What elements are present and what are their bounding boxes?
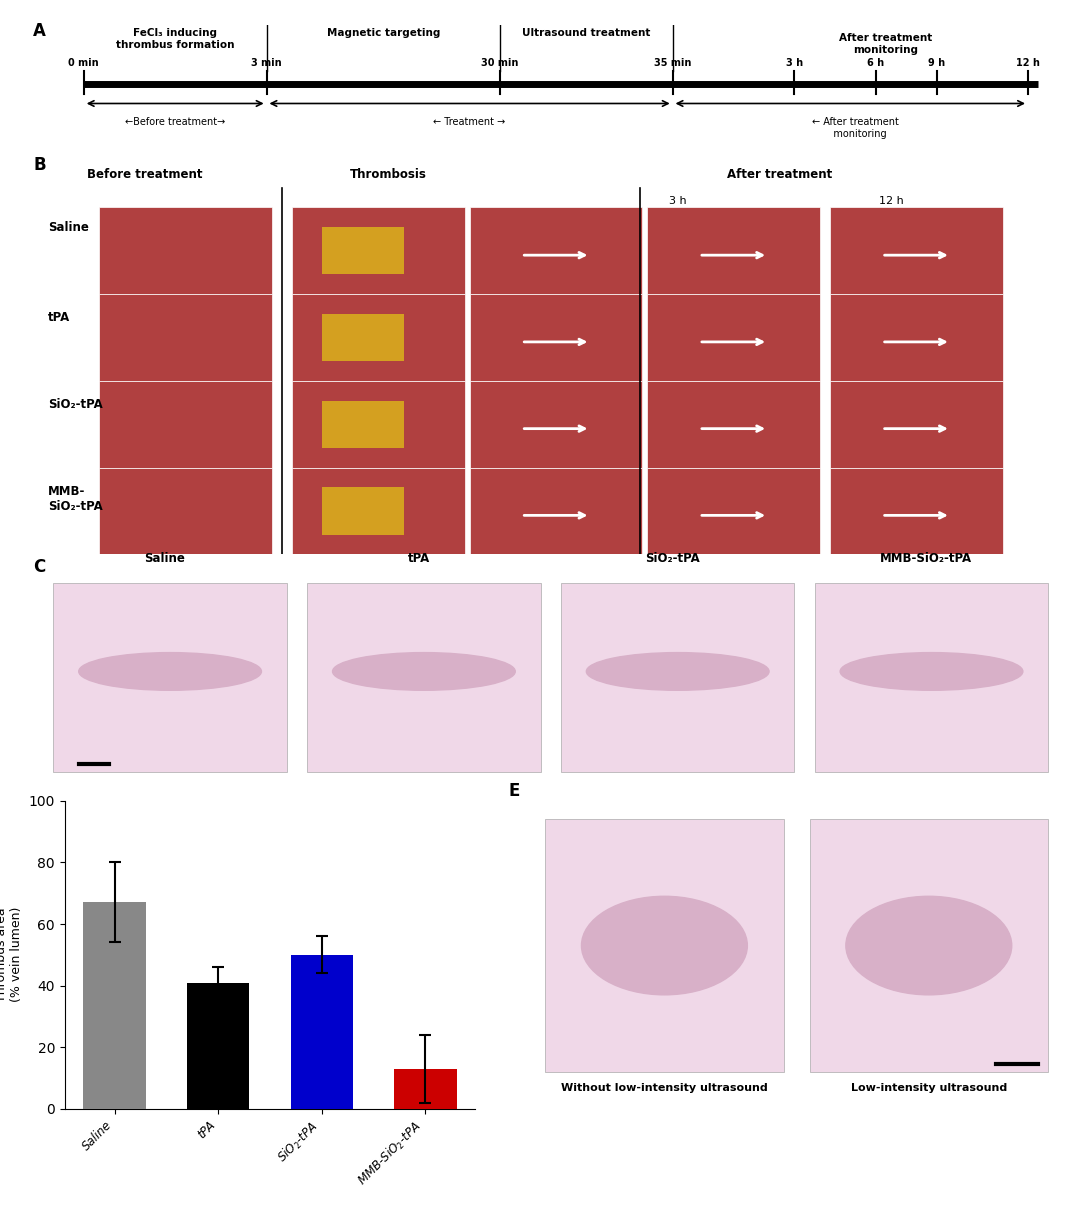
FancyBboxPatch shape bbox=[647, 294, 820, 381]
Text: tPA: tPA bbox=[49, 312, 70, 324]
FancyBboxPatch shape bbox=[322, 488, 404, 535]
Circle shape bbox=[333, 653, 515, 690]
Text: A: A bbox=[33, 22, 46, 41]
Circle shape bbox=[840, 653, 1023, 690]
Text: Before treatment: Before treatment bbox=[87, 168, 202, 181]
FancyBboxPatch shape bbox=[470, 381, 643, 468]
Text: 9 h: 9 h bbox=[928, 58, 945, 68]
FancyBboxPatch shape bbox=[814, 584, 1049, 772]
Text: ←Before treatment→: ←Before treatment→ bbox=[125, 117, 226, 127]
Text: Low-intensity ultrasound: Low-intensity ultrasound bbox=[851, 1083, 1007, 1094]
FancyBboxPatch shape bbox=[647, 468, 820, 554]
Text: 3 h: 3 h bbox=[786, 58, 804, 68]
FancyBboxPatch shape bbox=[470, 207, 643, 294]
Bar bbox=[394, 1068, 457, 1109]
FancyBboxPatch shape bbox=[470, 294, 643, 381]
Text: 12 h: 12 h bbox=[878, 196, 903, 206]
Y-axis label: Thrombus area
(% vein lumen): Thrombus area (% vein lumen) bbox=[0, 907, 23, 1003]
FancyBboxPatch shape bbox=[561, 584, 795, 772]
Text: Magnetic targeting: Magnetic targeting bbox=[326, 28, 440, 38]
FancyBboxPatch shape bbox=[292, 381, 464, 468]
FancyBboxPatch shape bbox=[322, 400, 404, 448]
Bar bbox=[83, 902, 146, 1109]
Text: 3 h: 3 h bbox=[669, 196, 687, 206]
Text: 30 min: 30 min bbox=[482, 58, 518, 68]
Bar bbox=[187, 983, 249, 1109]
Text: After treatment: After treatment bbox=[727, 168, 832, 181]
FancyBboxPatch shape bbox=[99, 207, 272, 294]
Text: MMB-SiO₂-tPA: MMB-SiO₂-tPA bbox=[880, 552, 972, 564]
FancyBboxPatch shape bbox=[292, 294, 464, 381]
FancyBboxPatch shape bbox=[647, 207, 820, 294]
Text: tPA: tPA bbox=[407, 552, 430, 564]
Text: ← After treatment
   monitoring: ← After treatment monitoring bbox=[812, 117, 899, 139]
Text: E: E bbox=[509, 782, 521, 801]
FancyBboxPatch shape bbox=[292, 468, 464, 554]
FancyBboxPatch shape bbox=[647, 381, 820, 468]
Text: ← Treatment →: ← Treatment → bbox=[433, 117, 505, 127]
Text: B: B bbox=[33, 156, 45, 174]
FancyBboxPatch shape bbox=[53, 584, 287, 772]
FancyBboxPatch shape bbox=[470, 468, 643, 554]
Circle shape bbox=[581, 897, 747, 995]
Circle shape bbox=[79, 653, 261, 690]
FancyBboxPatch shape bbox=[307, 584, 541, 772]
FancyBboxPatch shape bbox=[292, 207, 464, 294]
Text: C: C bbox=[33, 558, 45, 577]
FancyBboxPatch shape bbox=[545, 819, 784, 1072]
Text: 3 min: 3 min bbox=[252, 58, 282, 68]
FancyBboxPatch shape bbox=[322, 227, 404, 275]
Text: MMB-
SiO₂-tPA: MMB- SiO₂-tPA bbox=[49, 485, 103, 514]
Text: FeCl₃ inducing
thrombus formation: FeCl₃ inducing thrombus formation bbox=[116, 28, 234, 51]
Text: 0 min: 0 min bbox=[68, 58, 99, 68]
FancyBboxPatch shape bbox=[810, 819, 1048, 1072]
FancyBboxPatch shape bbox=[99, 381, 272, 468]
FancyBboxPatch shape bbox=[831, 294, 1002, 381]
Text: SiO₂-tPA: SiO₂-tPA bbox=[645, 552, 700, 564]
FancyBboxPatch shape bbox=[831, 381, 1002, 468]
Bar bbox=[291, 955, 353, 1109]
Text: After treatment
monitoring: After treatment monitoring bbox=[839, 33, 932, 55]
Text: 35 min: 35 min bbox=[653, 58, 691, 68]
Text: SiO₂-tPA: SiO₂-tPA bbox=[49, 398, 103, 411]
FancyBboxPatch shape bbox=[99, 294, 272, 381]
Circle shape bbox=[846, 897, 1012, 995]
Text: Ultrasound treatment: Ultrasound treatment bbox=[522, 28, 650, 38]
FancyBboxPatch shape bbox=[831, 207, 1002, 294]
Text: Thrombosis: Thrombosis bbox=[350, 168, 427, 181]
Text: 12 h: 12 h bbox=[1016, 58, 1040, 68]
FancyBboxPatch shape bbox=[322, 314, 404, 361]
FancyBboxPatch shape bbox=[99, 468, 272, 554]
Text: Saline: Saline bbox=[145, 552, 186, 564]
Text: Without low-intensity ultrasound: Without low-intensity ultrasound bbox=[561, 1083, 768, 1094]
Text: Saline: Saline bbox=[49, 221, 90, 234]
Circle shape bbox=[586, 653, 769, 690]
Text: 6 h: 6 h bbox=[867, 58, 885, 68]
FancyBboxPatch shape bbox=[831, 468, 1002, 554]
